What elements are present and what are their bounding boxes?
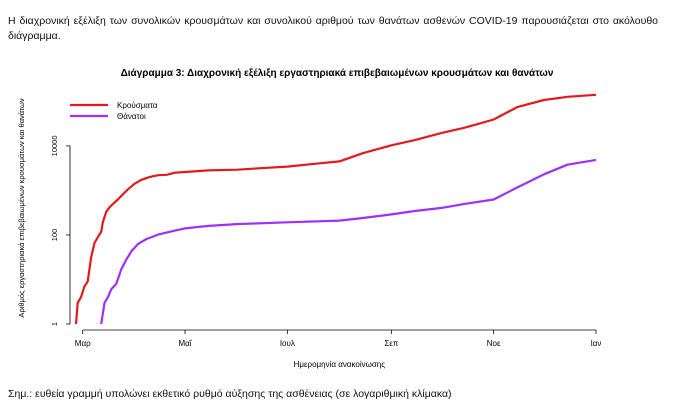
x-tick-label: Σεπ (384, 339, 399, 348)
y-tick-label: 1 (50, 322, 59, 326)
chart-title: Διάγραμμα 3: Διαχρονική εξέλιξη εργαστηρ… (121, 68, 554, 79)
legend-label: Κρούσματα (117, 101, 158, 110)
legend-label: Θάνατοι (117, 112, 146, 121)
footnote: Σημ.: ευθεία γραμμή υπολώνει εκθετικό ρυ… (8, 388, 452, 400)
intro-text: Η διαχρονική εξέλιξη των συνολικών κρουσ… (8, 15, 658, 42)
x-tick-label: Νοε (487, 339, 501, 348)
x-axis-label: Ημερομηνία ανακοίνωσης (294, 360, 386, 369)
x-tick-label: Ιουλ (280, 339, 295, 348)
line-chart: Διάγραμμα 3: Διαχρονική εξέλιξη εργαστηρ… (17, 68, 602, 369)
y-axis-label: Αριθμός εργαστηριακά επιβεβαιωμένων κρου… (17, 98, 26, 317)
y-tick-label: 100 (50, 229, 59, 242)
series-line-deaths (100, 158, 597, 325)
series-line-cases (74, 93, 597, 325)
chart-figure: Διάγραμμα 3: Διαχρονική εξέλιξη εργαστηρ… (0, 58, 674, 378)
x-tick-label: Μαρ (75, 339, 91, 348)
y-tick-label: 10000 (50, 135, 59, 156)
x-tick-label: Ιαν (591, 339, 602, 348)
x-tick-label: Μαΐ (178, 339, 192, 348)
